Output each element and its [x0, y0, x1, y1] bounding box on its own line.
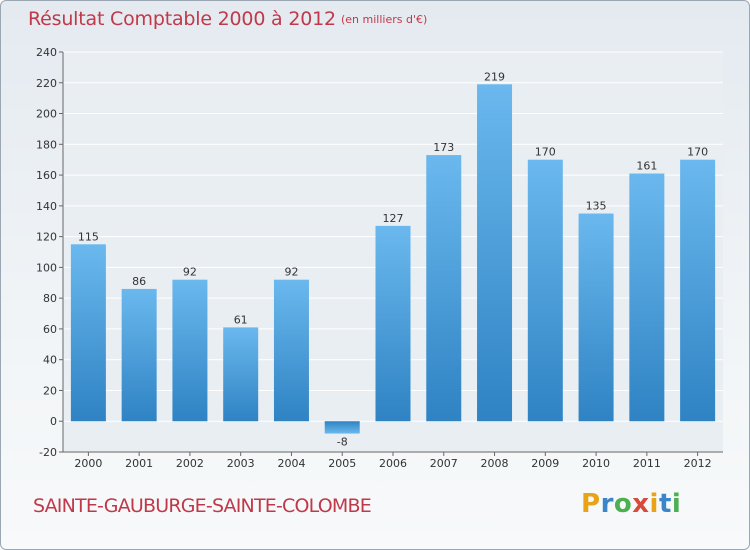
value-label-2008: 219: [484, 70, 505, 83]
logo-letter: r: [600, 489, 614, 519]
y-tick-label: -20: [39, 446, 57, 459]
value-label-2009: 170: [535, 146, 556, 159]
bar-2009: [527, 159, 563, 422]
y-tick-label: 120: [36, 231, 57, 244]
bar-2011: [629, 173, 665, 422]
x-tick-label-2007: 2007: [430, 457, 458, 470]
x-tick-label-2004: 2004: [277, 457, 305, 470]
value-label-2011: 161: [636, 160, 657, 173]
x-tick-label-2012: 2012: [684, 457, 712, 470]
value-label-2006: 127: [383, 212, 404, 225]
x-tick-label-2006: 2006: [379, 457, 407, 470]
y-tick-label: 240: [36, 46, 57, 59]
x-tick-label-2008: 2008: [481, 457, 509, 470]
value-label-2012: 170: [687, 146, 708, 159]
value-label-2000: 115: [78, 230, 99, 243]
y-tick-label: 220: [36, 77, 57, 90]
value-label-2002: 92: [183, 266, 197, 279]
value-label-2003: 61: [234, 313, 248, 326]
proxiti-logo[interactable]: Proxiti: [581, 489, 681, 519]
x-tick-label-2003: 2003: [227, 457, 255, 470]
y-tick-label: 140: [36, 200, 57, 213]
x-tick-label-2011: 2011: [633, 457, 661, 470]
logo-letter: t: [658, 489, 672, 519]
bar-2002: [172, 279, 208, 422]
bar-2003: [223, 327, 259, 422]
bar-2012: [680, 159, 716, 422]
logo-letter: i: [649, 489, 659, 519]
value-label-2001: 86: [132, 275, 146, 288]
x-tick-label-2002: 2002: [176, 457, 204, 470]
value-label-2010: 135: [586, 200, 607, 213]
bar-2000: [70, 244, 106, 422]
bar-2010: [578, 213, 614, 422]
bar-2004: [273, 279, 309, 422]
chart-subtitle: (en milliers d'€): [341, 13, 428, 26]
logo-letter: o: [613, 489, 633, 519]
value-label-2005: -8: [337, 436, 348, 449]
bar-2007: [426, 155, 462, 422]
y-tick-label: 40: [43, 354, 57, 367]
x-tick-label-2005: 2005: [328, 457, 356, 470]
logo-letter: i: [671, 489, 682, 519]
commune-name: SAINTE-GAUBURGE-SAINTE-COLOMBE: [33, 495, 372, 517]
y-tick-label: 60: [43, 323, 57, 336]
logo-letter: P: [581, 489, 601, 519]
x-tick-label-2000: 2000: [74, 457, 102, 470]
bar-2001: [121, 288, 157, 422]
x-tick-label-2001: 2001: [125, 457, 153, 470]
chart-title: Résultat Comptable 2000 à 2012: [28, 8, 336, 30]
y-tick-label: 0: [50, 415, 57, 428]
y-tick-label: 180: [36, 138, 57, 151]
y-tick-label: 100: [36, 261, 57, 274]
logo-letter: x: [632, 489, 650, 519]
x-tick-label-2010: 2010: [582, 457, 610, 470]
value-label-2004: 92: [284, 266, 298, 279]
y-tick-label: 200: [36, 108, 57, 121]
y-tick-label: 20: [43, 384, 57, 397]
y-tick-label: 80: [43, 292, 57, 305]
bar-2006: [375, 225, 411, 422]
y-tick-label: 160: [36, 169, 57, 182]
x-tick-label-2009: 2009: [531, 457, 559, 470]
bar-2005: [324, 421, 360, 434]
value-label-2007: 173: [433, 141, 454, 154]
bar-2008: [477, 84, 513, 422]
